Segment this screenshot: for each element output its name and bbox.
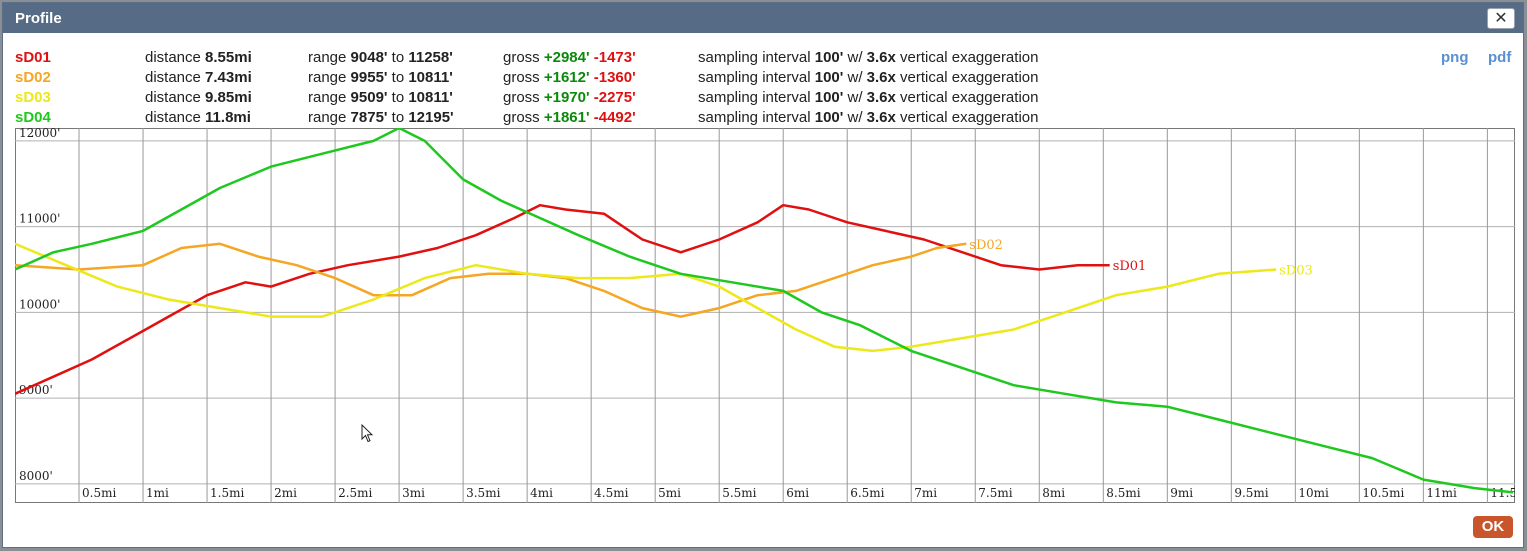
x-tick-label: 1.5mi bbox=[210, 486, 244, 500]
distance-stat: distance 7.43mi bbox=[145, 69, 252, 86]
route-row: sD02 distance 7.43mi range 9955' to 10811'… bbox=[3, 69, 1523, 89]
route-row: sD01 distance 8.55mi range 9048' to 11258'… bbox=[3, 49, 1523, 69]
range-stat: range 9509' to 10811' bbox=[308, 89, 453, 106]
x-tick-label: 2.5mi bbox=[338, 486, 372, 500]
elevation-chart-svg: 8000' 9000' 10000' 11000' 12000' 0.5mi 1mi 1.5m… bbox=[14, 126, 1527, 503]
route-name: sD04 bbox=[15, 109, 51, 126]
series-line-sD01 bbox=[14, 203, 1110, 395]
x-tick-label: 7.5mi bbox=[978, 486, 1012, 500]
distance-stat: distance 11.8mi bbox=[145, 109, 251, 126]
sampling-stat: sampling interval 100' w/ 3.6x vertical … bbox=[698, 109, 1039, 126]
y-tick-label: 9000' bbox=[19, 383, 53, 397]
gross-stat: gross +1861' -4492' bbox=[503, 109, 636, 126]
elevation-chart: 8000' 9000' 10000' 11000' 12000' 0.5mi 1mi 1.5m… bbox=[14, 126, 1527, 508]
range-stat: range 9955' to 10811' bbox=[308, 69, 453, 86]
x-tick-label: 5mi bbox=[658, 486, 681, 500]
sampling-stat: sampling interval 100' w/ 3.6x vertical … bbox=[698, 69, 1039, 86]
distance-stat: distance 8.55mi bbox=[145, 49, 252, 66]
route-row: sD03 distance 9.85mi range 9509' to 10811'… bbox=[3, 89, 1523, 109]
title-bar[interactable]: Profile ✕ bbox=[3, 3, 1523, 33]
series-end-label: sD02 bbox=[969, 238, 1003, 253]
sampling-stat: sampling interval 100' w/ 3.6x vertical … bbox=[698, 89, 1039, 106]
x-tick-label: 6mi bbox=[786, 486, 809, 500]
x-tick-label: 3.5mi bbox=[466, 486, 500, 500]
dialog-title: Profile bbox=[15, 10, 62, 27]
range-stat: range 9048' to 11258' bbox=[308, 49, 453, 66]
y-tick-label: 11000' bbox=[19, 212, 60, 226]
x-tick-label: 10.5mi bbox=[1362, 486, 1404, 500]
route-name: sD02 bbox=[15, 69, 51, 86]
x-tick-label: 4.5mi bbox=[594, 486, 628, 500]
x-tick-label: 9.5mi bbox=[1234, 486, 1268, 500]
route-name: sD01 bbox=[15, 49, 51, 66]
gross-stat: gross +1612' -1360' bbox=[503, 69, 636, 86]
x-tick-label: 9mi bbox=[1170, 486, 1193, 500]
x-tick-label: 3mi bbox=[402, 486, 425, 500]
y-tick-label: 8000' bbox=[19, 469, 53, 483]
x-tick-label: 1mi bbox=[146, 486, 169, 500]
range-stat: range 7875' to 12195' bbox=[308, 109, 454, 126]
y-tick-label: 12000' bbox=[19, 128, 60, 140]
x-tick-label: 6.5mi bbox=[850, 486, 884, 500]
mouse-cursor-icon bbox=[361, 424, 374, 443]
close-button[interactable]: ✕ bbox=[1487, 8, 1515, 29]
route-row: sD04 distance 11.8mi range 7875' to 12195'… bbox=[3, 109, 1523, 129]
series-end-label: sD01 bbox=[1113, 259, 1147, 274]
x-tick-label: 8mi bbox=[1042, 486, 1065, 500]
x-tick-label: 5.5mi bbox=[722, 486, 756, 500]
gross-stat: gross +2984' -1473' bbox=[503, 49, 636, 66]
distance-stat: distance 9.85mi bbox=[145, 89, 252, 106]
x-tick-label: 7mi bbox=[914, 486, 937, 500]
y-tick-label: 10000' bbox=[19, 297, 60, 311]
png-link[interactable]: png bbox=[1441, 49, 1469, 66]
ok-button[interactable]: OK bbox=[1473, 516, 1513, 538]
sampling-stat: sampling interval 100' w/ 3.6x vertical … bbox=[698, 49, 1039, 66]
x-tick-label: 10mi bbox=[1298, 486, 1329, 500]
series-end-label: sD03 bbox=[1279, 263, 1313, 278]
route-name: sD03 bbox=[15, 89, 51, 106]
x-tick-label: 11mi bbox=[1426, 486, 1457, 500]
x-tick-label: 8.5mi bbox=[1106, 486, 1140, 500]
x-tick-label: 4mi bbox=[530, 486, 553, 500]
x-tick-label: 2mi bbox=[274, 486, 297, 500]
series-line-sD04 bbox=[14, 126, 1514, 494]
gross-stat: gross +1970' -2275' bbox=[503, 89, 636, 106]
x-tick-label: 0.5mi bbox=[82, 486, 116, 500]
plot-area bbox=[15, 128, 1515, 503]
pdf-link[interactable]: pdf bbox=[1488, 49, 1512, 66]
